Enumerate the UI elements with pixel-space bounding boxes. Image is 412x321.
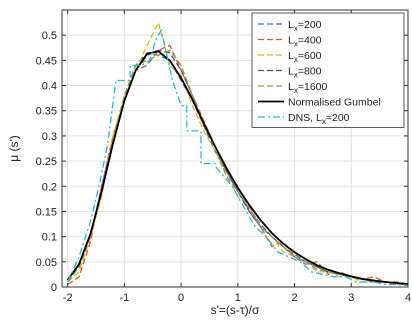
x-tick-label: -1	[120, 292, 130, 304]
legend-entry: Normalised Gumbel	[288, 97, 381, 109]
legend: Lx=200Lx=400Lx=600Lx=800Lx=1600Normalise…	[251, 12, 405, 128]
legend-entry: DNS, Lx=200	[288, 112, 350, 126]
y-tick-label: 0.45	[36, 55, 57, 67]
legend-entry-subscript: x	[322, 117, 326, 126]
legend-entry-suffix: =800	[298, 66, 322, 78]
series-line-5	[66, 50, 409, 285]
y-tick-label: 0	[51, 282, 57, 294]
y-tick-label: 0.25	[36, 156, 57, 168]
y-tick-label: 0.4	[42, 81, 57, 93]
x-tick-label: -2	[63, 292, 73, 304]
legend-entry-subscript: x	[294, 55, 298, 64]
legend-entry-name: DNS, L	[288, 112, 322, 124]
legend-entry-name: L	[288, 19, 294, 31]
y-tick-label: 0.05	[36, 257, 57, 269]
y-axis-label: μ (s')	[7, 135, 21, 162]
legend-entry-name: Normalised Gumbel	[288, 97, 381, 109]
legend-entry-suffix: =1600	[298, 81, 328, 93]
legend-entry: Lx=200	[288, 19, 322, 33]
legend-entry-subscript: x	[294, 24, 298, 33]
y-tick-label: 0.35	[36, 106, 57, 118]
legend-entry-name: L	[288, 50, 294, 62]
y-tick-label: 0.2	[42, 181, 57, 193]
axis-ticks: -2 -1 0 1 2 3 4 0 0.05 0.1 0.15 0.2 0.25 0.3 0.35 0.4 0.…	[36, 10, 411, 304]
legend-entry-name: L	[288, 35, 294, 47]
legend-entry: Lx=400	[288, 35, 322, 49]
legend-entry-subscript: x	[294, 71, 298, 80]
plot-series	[66, 21, 409, 287]
legend-entry: Lx=600	[288, 50, 322, 64]
legend-box	[251, 12, 405, 128]
x-tick-label: 2	[291, 292, 297, 304]
x-tick-label: 4	[405, 292, 411, 304]
y-tick-label: 0.1	[42, 232, 57, 244]
legend-entry-subscript: x	[294, 40, 298, 49]
y-tick-label: 0.15	[36, 206, 57, 218]
legend-entry-name: L	[288, 81, 294, 93]
legend-entry-suffix: =600	[298, 50, 322, 62]
x-tick-label: 0	[178, 292, 184, 304]
legend-entry-subscript: x	[294, 86, 298, 95]
legend-entry: Lx=800	[288, 66, 322, 80]
x-axis-label: s'=(s-τ)/σ	[211, 303, 260, 317]
y-tick-label: 0.3	[42, 131, 57, 143]
x-tick-label: 1	[235, 292, 241, 304]
series-line-6	[67, 29, 409, 287]
legend-entry-name: L	[288, 66, 294, 78]
legend-entry: Lx=1600	[288, 81, 327, 95]
y-tick-label: 0.5	[42, 30, 57, 42]
x-tick-label: 3	[348, 292, 354, 304]
legend-entry-suffix: =400	[298, 35, 322, 47]
legend-entry-suffix: =200	[326, 112, 350, 124]
legend-entry-suffix: =200	[298, 19, 322, 31]
plot-frame	[61, 9, 409, 288]
